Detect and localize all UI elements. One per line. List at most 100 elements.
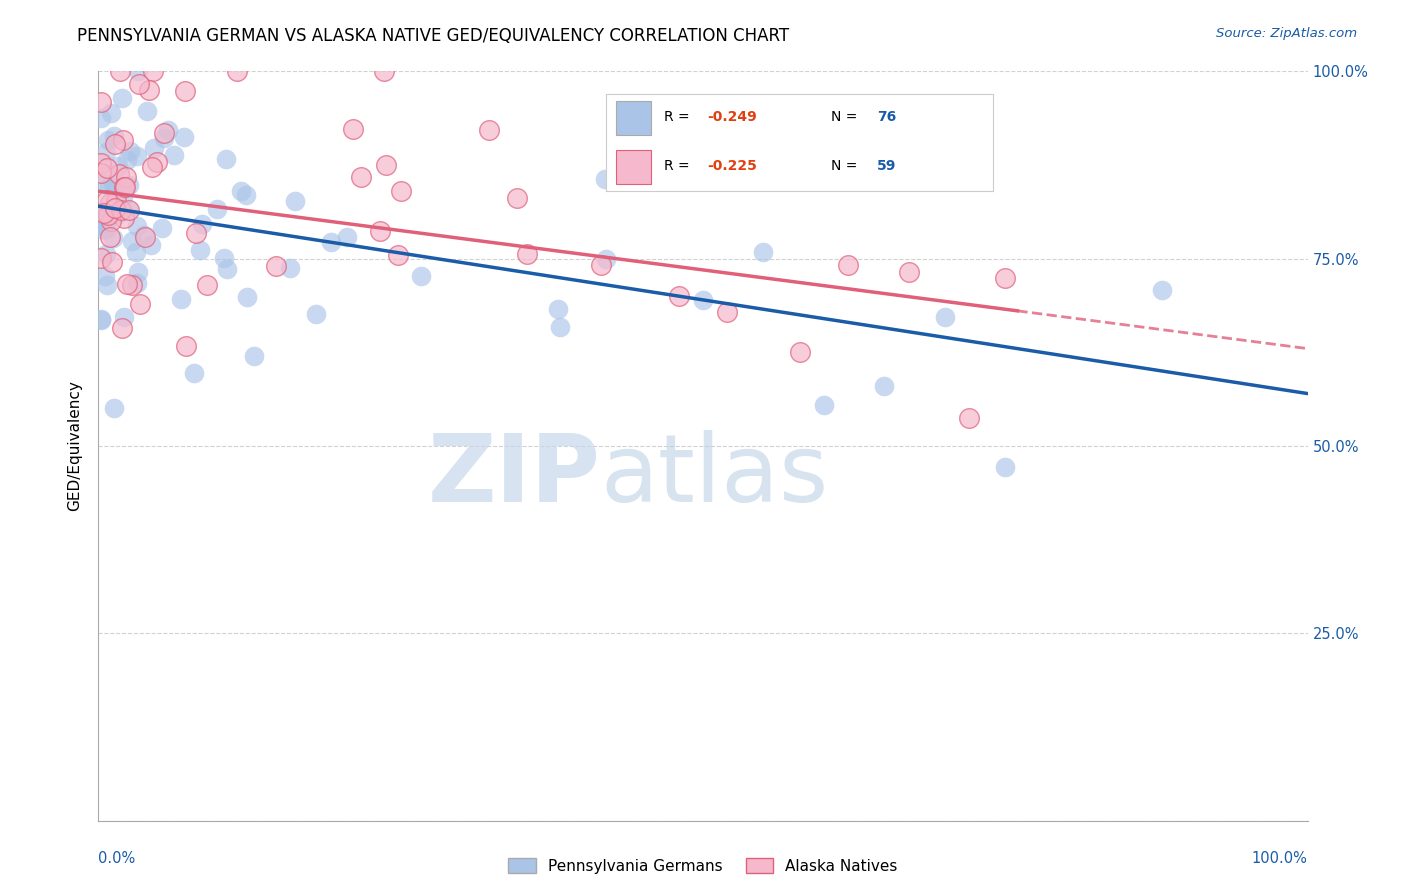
Point [668,289,690,303]
Point [125,148,148,162]
Point [104,194,127,208]
Point [593,172,616,186]
Point [90,95,112,110]
Point [90,156,112,170]
Point [117,153,139,168]
Point [139,238,162,252]
Point [108,167,131,181]
Point [813,398,835,412]
Point [101,176,124,190]
Point [121,278,143,293]
Point [321,235,343,249]
Y-axis label: GED/Equivalency: GED/Equivalency [67,381,83,511]
Point [141,161,163,175]
Point [93,223,115,237]
Point [103,182,125,196]
Point [118,202,141,217]
Point [110,203,132,218]
Point [516,247,538,261]
Point [104,137,127,152]
Point [96,206,118,220]
Point [128,77,150,91]
Point [107,159,129,173]
Point [125,245,148,260]
Point [117,277,139,291]
Point [752,244,775,259]
Point [350,169,373,184]
Point [190,217,212,231]
Point [278,261,301,276]
Point [152,131,174,145]
Point [127,64,149,78]
Point [478,123,501,137]
Point [112,310,135,324]
Point [101,255,124,269]
Point [93,206,115,220]
Point [111,190,134,204]
Point [127,264,149,278]
Point [101,231,124,245]
Point [112,211,135,225]
Point [284,194,307,208]
Point [716,305,738,319]
Point [163,148,186,162]
Point [100,213,122,227]
Point [96,193,118,207]
Point [157,123,180,137]
Point [114,179,136,194]
Point [387,247,409,261]
Point [235,289,257,303]
Point [103,128,125,143]
Point [90,252,112,266]
Point [94,216,117,230]
Point [134,228,156,243]
Point [229,184,252,198]
Point [111,132,134,146]
Point [548,320,571,334]
Point [174,339,197,353]
Point [173,130,195,145]
Point [115,170,138,185]
Point [107,207,129,221]
Point [90,112,112,126]
Point [96,222,118,236]
Point [183,366,205,380]
Point [305,307,328,321]
Point [125,276,148,290]
Point [96,145,118,159]
Point [146,154,169,169]
Text: ZIP: ZIP [427,430,600,522]
Point [136,103,159,118]
Point [121,234,143,248]
Point [225,64,247,78]
Point [104,201,127,215]
Text: 0.0%: 0.0% [98,851,135,866]
Text: 100.0%: 100.0% [1251,851,1308,866]
Point [94,247,117,261]
Point [91,177,114,191]
Point [1152,283,1174,297]
Point [110,64,132,78]
Point [97,208,120,222]
Legend: Pennsylvania Germans, Alaska Natives: Pennsylvania Germans, Alaska Natives [502,852,904,880]
Point [138,83,160,97]
Point [128,297,150,311]
Point [215,153,238,167]
Point [215,262,238,277]
Point [242,349,264,363]
Point [214,251,236,265]
Point [373,64,395,78]
Point [235,188,257,202]
Point [96,278,118,293]
Point [342,121,364,136]
Point [111,320,134,334]
Point [90,166,112,180]
Point [150,221,173,235]
Point [112,180,135,194]
Text: PENNSYLVANIA GERMAN VS ALASKA NATIVE GED/EQUIVALENCY CORRELATION CHART: PENNSYLVANIA GERMAN VS ALASKA NATIVE GED… [77,27,789,45]
Point [118,145,141,159]
Point [90,312,112,326]
Point [97,133,120,147]
Point [336,230,359,244]
Point [118,178,141,193]
